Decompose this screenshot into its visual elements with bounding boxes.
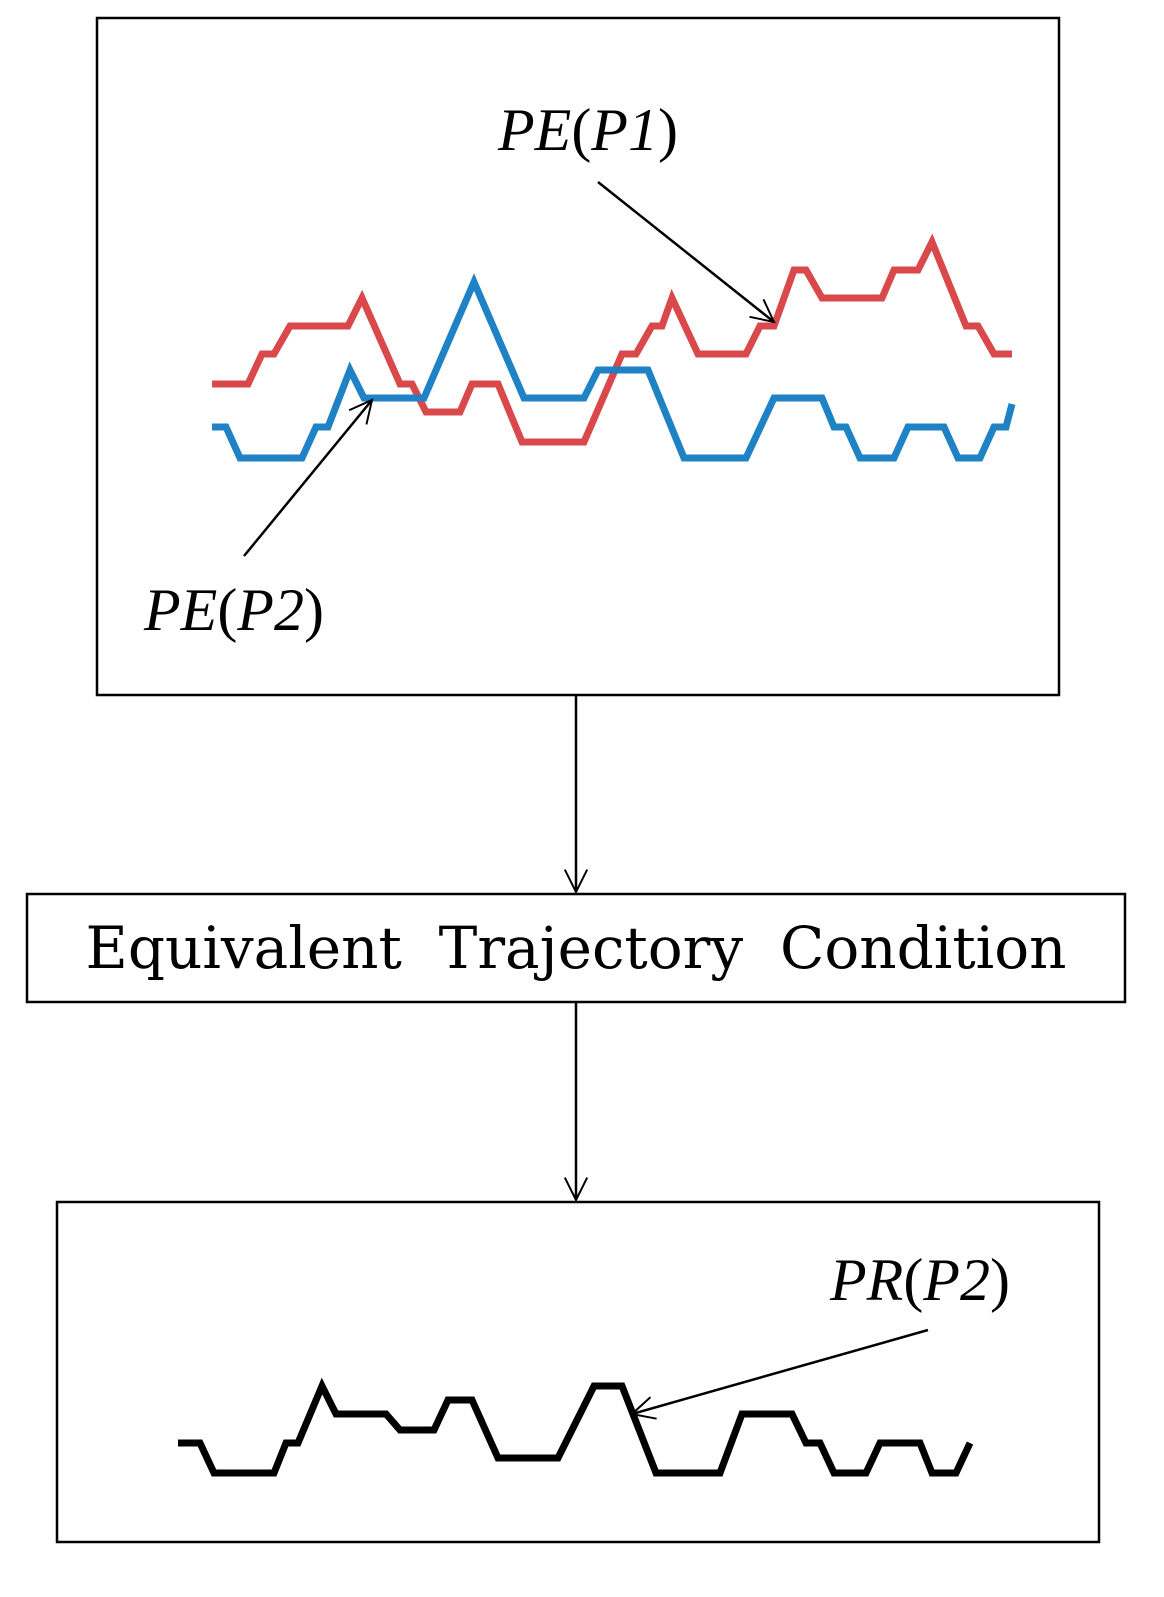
label-pe-p2: PE(P2) [143,577,324,643]
pe-p1-pointer-arrow [597,181,776,324]
label-pe-p1-arg: P1 [590,97,658,163]
label-pr-p2-open-paren: ( [903,1247,923,1313]
pr-p2-pointer-arrow [629,1328,929,1420]
process-box-label: Equivalent Trajectory Condition [86,914,1067,982]
label-pe-p2-arg: P2 [236,577,304,643]
label-pe-p1: PE(P1) [497,97,678,163]
label-pr-p2-fn: PR [829,1247,903,1313]
pr-p2-trajectory [178,1377,974,1477]
bottom-panel [55,1200,1101,1544]
label-pe-p2-open-paren: ( [217,577,237,643]
label-pr-p2: PR(P2) [829,1247,1010,1313]
label-pe-p1-fn: PE [497,97,571,163]
label-pe-p1-open-paren: ( [571,97,591,163]
top-panel [95,16,1061,697]
label-pe-p2-close-paren: ) [304,577,324,643]
label-pr-p2-arg: P2 [922,1247,990,1313]
label-pe-p1-close-paren: ) [658,97,678,163]
pe-p2-trajectory [212,273,1016,462]
label-pr-p2-close-paren: ) [990,1247,1010,1313]
pe-p1-trajectory [212,233,1012,446]
pe-p2-pointer-arrow [243,398,374,557]
label-pe-p2-fn: PE [143,577,217,643]
